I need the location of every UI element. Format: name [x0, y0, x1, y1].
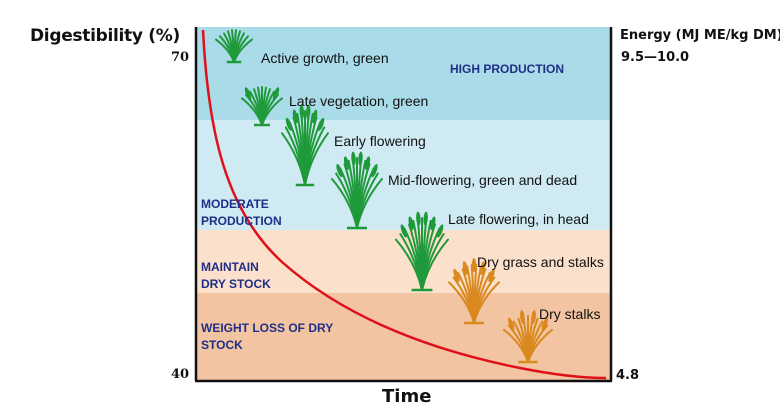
stage-label-active-growth: Active growth, green	[261, 50, 389, 66]
zone-label-line: STOCK	[201, 338, 243, 352]
energy-axis-label: Energy (MJ ME/kg DM)	[620, 28, 780, 43]
y-tick-top: 70	[171, 50, 190, 65]
zone-label-maintain-dry-stock: MAINTAIN DRY STOCK	[201, 259, 271, 293]
grass-plant-illustrations	[215, 29, 553, 364]
y-axis-label: Digestibility (%)	[30, 26, 180, 46]
grass-plant-late-flowering	[395, 211, 449, 292]
zone-label-line: PRODUCTION	[201, 214, 282, 228]
x-axis-label: Time	[382, 386, 432, 407]
stage-label-dry-grass-stalks: Dry grass and stalks	[477, 254, 604, 270]
zone-label-line: DRY STOCK	[201, 277, 271, 291]
grass-plant-dry-grass-stalks	[448, 258, 500, 325]
zone-label-line: MODERATE	[201, 197, 269, 211]
stage-label-late-flowering: Late flowering, in head	[448, 211, 589, 227]
stage-label-late-vegetation: Late vegetation, green	[289, 93, 429, 109]
zone-band-weight-loss	[196, 293, 611, 380]
zone-label-line: WEIGHT LOSS OF DRY	[201, 321, 334, 335]
zone-label-high-production: HIGH PRODUCTION	[450, 61, 564, 78]
energy-value-top: 9.5—10.0	[621, 50, 690, 65]
grass-plant-early-flowering	[281, 104, 329, 187]
digestibility-decline-curve	[201, 29, 607, 380]
grass-plant-mid-flowering	[331, 151, 383, 230]
grass-plant-late-vegetation	[241, 86, 283, 127]
zone-label-line: HIGH PRODUCTION	[450, 62, 564, 76]
stage-label-dry-stalks: Dry stalks	[539, 306, 601, 322]
energy-value-bottom: 4.8	[616, 368, 640, 383]
zone-label-weight-loss: WEIGHT LOSS OF DRY STOCK	[201, 320, 333, 354]
stage-label-early-flowering: Early flowering	[334, 133, 426, 149]
grass-plant-active-growth	[215, 29, 253, 64]
stage-label-mid-flowering: Mid-flowering, green and dead	[388, 172, 578, 188]
zone-band-moderate-production	[196, 120, 611, 230]
zone-label-line: MAINTAIN	[201, 260, 259, 274]
grass-plant-dry-stalks	[503, 310, 553, 364]
y-tick-bottom: 40	[171, 367, 190, 382]
zone-label-moderate-production: MODERATE PRODUCTION	[201, 196, 282, 230]
